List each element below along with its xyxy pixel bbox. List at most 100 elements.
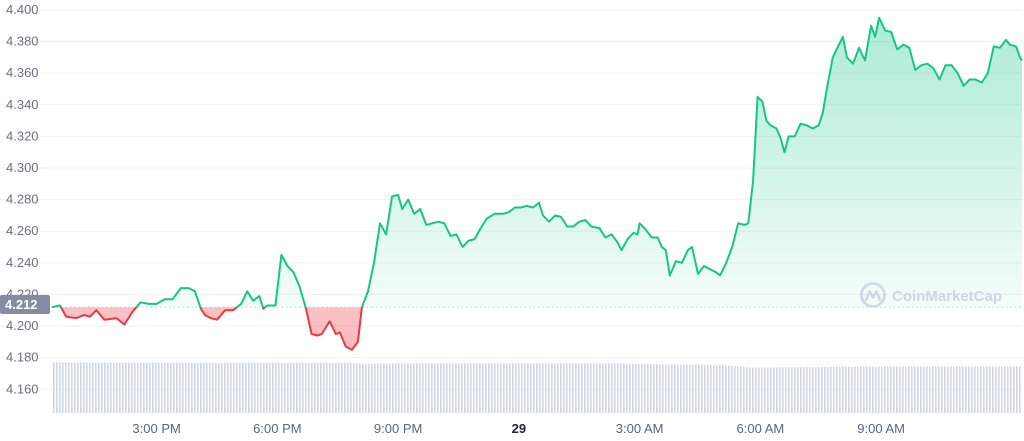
volume-bar bbox=[428, 363, 430, 413]
volume-bar bbox=[239, 362, 241, 413]
volume-bar bbox=[464, 363, 466, 413]
volume-bar bbox=[704, 365, 706, 413]
volume-bar bbox=[188, 362, 190, 413]
volume-bar bbox=[572, 363, 574, 413]
volume-bar bbox=[137, 362, 139, 413]
volume-bar bbox=[752, 367, 754, 413]
volume-bar bbox=[776, 367, 778, 413]
y-tick-label: 4.200 bbox=[6, 318, 39, 333]
volume-bar bbox=[959, 366, 961, 413]
volume-bar bbox=[437, 363, 439, 413]
volume-bar bbox=[650, 364, 652, 413]
y-axis: 4.1604.1804.2004.2204.2404.2604.2804.300… bbox=[6, 2, 39, 396]
volume-bar bbox=[470, 363, 472, 413]
volume-bar bbox=[926, 366, 928, 413]
volume-bar bbox=[815, 367, 817, 413]
volume-bar bbox=[281, 362, 283, 413]
volume-bar bbox=[917, 366, 919, 413]
x-axis: 3:00 PM 6:00 PM 9:00 PM 29 3:00 AM 6:00 AM 9:0… bbox=[132, 421, 905, 436]
volume-bar bbox=[623, 363, 625, 413]
volume-bar bbox=[938, 366, 940, 413]
x-tick-label: 6:00 AM bbox=[737, 421, 785, 436]
volume-bar bbox=[551, 363, 553, 413]
volume-bar bbox=[110, 362, 112, 413]
volume-bar bbox=[293, 362, 295, 413]
volume-bar bbox=[455, 363, 457, 413]
volume-bar bbox=[788, 367, 790, 413]
volume-bar bbox=[653, 364, 655, 413]
volume-bar bbox=[794, 367, 796, 413]
volume-bar bbox=[911, 366, 913, 413]
volume-bar bbox=[347, 362, 349, 413]
volume-bar bbox=[446, 363, 448, 413]
volume-bar bbox=[671, 364, 673, 413]
volume-bar bbox=[353, 362, 355, 413]
volume-bar bbox=[104, 362, 106, 413]
volume-bar bbox=[698, 364, 700, 413]
volume-bar bbox=[806, 367, 808, 413]
volume-bar bbox=[62, 362, 64, 413]
coinmarketcap-watermark: CoinMarketCap bbox=[860, 282, 1002, 308]
volume-bar bbox=[674, 364, 676, 413]
volume-bar bbox=[659, 364, 661, 413]
volume-bar bbox=[434, 363, 436, 413]
volume-bar bbox=[458, 363, 460, 413]
volume-bar bbox=[773, 367, 775, 413]
volume-bar bbox=[230, 362, 232, 413]
volume-bar bbox=[980, 366, 982, 413]
volume-bar bbox=[212, 362, 214, 413]
volume-bar bbox=[935, 366, 937, 413]
x-tick-label: 3:00 AM bbox=[616, 421, 664, 436]
volume-bar bbox=[734, 366, 736, 413]
volume-bar bbox=[593, 363, 595, 413]
volume-bar bbox=[749, 367, 751, 413]
volume-bar bbox=[641, 363, 643, 413]
volume-bar bbox=[638, 363, 640, 413]
volume-bar bbox=[356, 363, 358, 413]
volume-bar bbox=[494, 363, 496, 413]
volume-bar bbox=[584, 363, 586, 413]
volume-bar bbox=[830, 366, 832, 413]
volume-bar bbox=[908, 366, 910, 413]
volume-bar bbox=[305, 362, 307, 413]
volume-bar bbox=[365, 363, 367, 413]
volume-bar bbox=[257, 362, 259, 413]
volume-bar bbox=[755, 367, 757, 413]
volume-bar bbox=[266, 362, 268, 413]
volume-bar bbox=[92, 362, 94, 413]
y-tick-label: 4.260 bbox=[6, 223, 39, 238]
volume-bar bbox=[116, 362, 118, 413]
volume-bar bbox=[200, 362, 202, 413]
volume-bar bbox=[692, 364, 694, 413]
volume-bar bbox=[707, 365, 709, 413]
volume-bar bbox=[359, 363, 361, 413]
volume-bar bbox=[173, 362, 175, 413]
volume-bar bbox=[581, 363, 583, 413]
volume-bar bbox=[404, 363, 406, 413]
volume-bar bbox=[719, 365, 721, 413]
volume-bar bbox=[614, 363, 616, 413]
volume-bar bbox=[152, 362, 154, 413]
volume-bar bbox=[236, 362, 238, 413]
volume-bar bbox=[740, 366, 742, 413]
volume-bar bbox=[491, 363, 493, 413]
volume-bar bbox=[398, 363, 400, 413]
volume-bar bbox=[857, 366, 859, 413]
volume-bar bbox=[761, 367, 763, 413]
volume-bar bbox=[842, 366, 844, 413]
volume-bar bbox=[392, 363, 394, 413]
volume-bar bbox=[143, 362, 145, 413]
volume-bar bbox=[65, 362, 67, 413]
volume-bar bbox=[872, 366, 874, 413]
volume-bar bbox=[821, 366, 823, 413]
volume-bar bbox=[851, 366, 853, 413]
price-line bbox=[51, 16, 1023, 351]
volume-bar bbox=[689, 364, 691, 413]
volume-bar bbox=[860, 366, 862, 413]
volume-bar bbox=[512, 363, 514, 413]
volume-bar bbox=[665, 364, 667, 413]
volume-bar bbox=[335, 362, 337, 413]
volume-bar bbox=[101, 362, 103, 413]
volume-bar bbox=[983, 366, 985, 413]
volume-bar bbox=[440, 363, 442, 413]
